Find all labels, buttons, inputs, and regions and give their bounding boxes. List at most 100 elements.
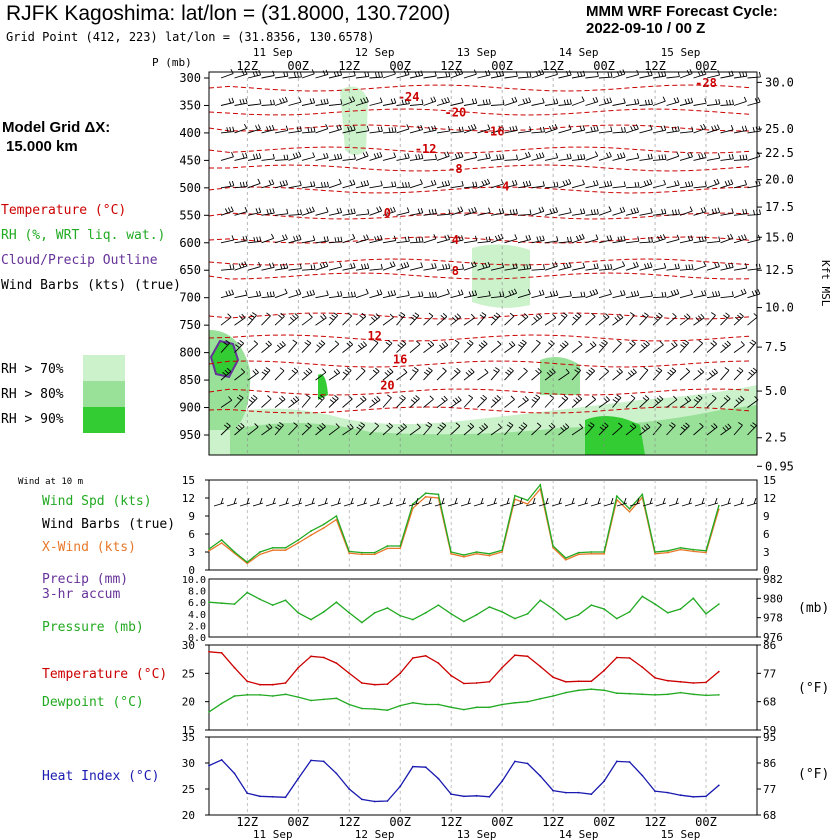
label-dewpoint: Dewpoint (°C) — [42, 695, 144, 710]
wind-barb — [463, 394, 474, 408]
wind-barb — [450, 206, 464, 216]
wind-barb — [328, 70, 343, 79]
pressure-line-point — [501, 611, 503, 613]
wind-barb — [652, 291, 667, 299]
wind-barb — [409, 423, 421, 436]
wind-speed-line-point — [615, 495, 618, 498]
pressure-line-point — [246, 591, 249, 594]
wind-barb — [733, 179, 748, 189]
wind-barb — [450, 396, 462, 408]
wind-barb — [517, 313, 529, 326]
wind-barb — [234, 152, 248, 161]
wind-speed-line-point — [628, 507, 631, 510]
wind-barb — [274, 154, 289, 161]
forecast-cycle-line2: 2022-09-10 / 00 Z — [586, 20, 706, 37]
wind-speed-line-point — [641, 493, 644, 496]
wind-barb — [450, 235, 464, 244]
wind-barb — [652, 234, 666, 244]
wind-barb — [220, 68, 234, 79]
surface-wind-barb — [317, 497, 329, 507]
wind-barb — [409, 179, 423, 189]
wind-left-tick-label: 9 — [188, 510, 195, 523]
temperature-line-point — [666, 679, 669, 682]
temp-contour — [208, 312, 750, 320]
pressure-line-point — [641, 595, 644, 598]
pressure-line-point — [615, 617, 618, 620]
wind-barb — [261, 395, 272, 408]
heat-index-line-point — [271, 795, 274, 798]
heat-left-tick-label: 35 — [182, 731, 195, 744]
wind-barb — [328, 178, 342, 189]
wind-barb — [450, 422, 461, 436]
dewpoint-line-point — [615, 692, 618, 695]
wind-barb — [436, 71, 451, 79]
pressure-line-point — [590, 604, 593, 606]
wind-barb — [288, 97, 302, 106]
temperature-line-point — [488, 680, 491, 683]
wind-barb — [261, 340, 272, 353]
wind-speed-line-point — [564, 557, 567, 559]
temp-label: 0 — [384, 206, 391, 220]
wind-speed-line-point — [348, 550, 351, 553]
model-grid-dx: Model Grid ΔX: 15.000 km — [2, 118, 110, 156]
surface-wind-barb — [473, 497, 485, 507]
wind-barb — [288, 422, 298, 436]
bottom-hour-label: 00Z — [389, 815, 411, 829]
surface-wind-barb — [421, 497, 433, 507]
wind-barb — [220, 206, 234, 216]
wind-barb — [693, 206, 707, 216]
wind-barb — [571, 153, 586, 161]
temperature-line-point — [577, 680, 580, 683]
grid-dx-value: 15.000 km — [6, 138, 78, 155]
heat-index-line-point — [386, 800, 389, 802]
pressure-line-point — [322, 611, 325, 613]
wind-barb — [274, 422, 284, 436]
wind-speed-line-point — [220, 539, 223, 541]
heat-index-line-point — [628, 761, 631, 763]
dewpoint-line-point — [514, 701, 516, 704]
wind-barb — [531, 394, 541, 408]
pressure-line-point — [373, 611, 376, 614]
wind-barb — [625, 261, 639, 271]
wind-barb — [463, 235, 478, 244]
dewpoint-line-point — [208, 711, 210, 713]
wind-barb — [382, 127, 397, 134]
wind-barb — [652, 262, 667, 271]
temp-label: -16 — [483, 125, 505, 139]
wind-barb — [288, 367, 299, 381]
forecast-cycle-line1: MMM WRF Forecast Cycle: — [586, 3, 778, 20]
wind-barb — [517, 263, 532, 271]
bottom-hour-label: 12Z — [338, 815, 360, 829]
wind-barb — [288, 339, 298, 353]
pressure-line-point — [679, 608, 682, 610]
temperature-line-point — [246, 680, 249, 683]
wind-speed-line-point — [246, 561, 249, 564]
temp-contour — [208, 124, 750, 132]
dewpoint-line-point — [628, 692, 631, 695]
wind-barb — [274, 263, 289, 271]
wind-barb — [463, 206, 477, 216]
dewpoint-line-point — [692, 693, 695, 696]
wind-speed-line-point — [424, 492, 427, 495]
temp-contour — [208, 360, 750, 368]
wind-barb — [409, 262, 424, 271]
wind-barb — [396, 312, 406, 326]
wind-barb — [679, 97, 694, 106]
wind-barb — [706, 70, 721, 79]
precip-tick-label: 4.0 — [188, 610, 206, 621]
wind-barb — [450, 339, 460, 353]
bottom-hour-label: 12Z — [236, 815, 258, 829]
kft-tick-label: 5.0 — [765, 384, 787, 398]
wind-barb — [517, 97, 532, 106]
x-wind-line-point — [220, 542, 223, 544]
wind-barb — [720, 395, 731, 408]
x-wind-line-point — [666, 551, 669, 554]
wind-barb — [625, 124, 639, 134]
wind-barb — [531, 152, 545, 161]
wind-barb — [261, 312, 271, 326]
top-date-label: 11 Sep — [253, 46, 293, 59]
wind-barb — [234, 290, 248, 299]
surface-wind-barb — [720, 497, 732, 507]
pressure-line-point — [220, 602, 223, 605]
